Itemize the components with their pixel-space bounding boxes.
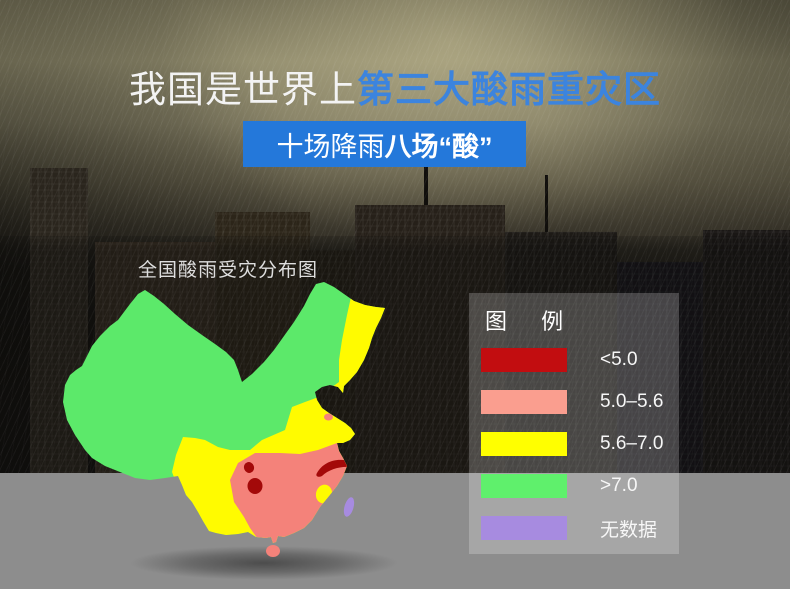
region-salmon-south	[230, 443, 348, 543]
legend-color-swatch	[481, 390, 567, 414]
building-silhouette	[355, 205, 505, 473]
bottom-gray-strip	[0, 473, 790, 589]
taiwan-no-data	[343, 497, 355, 517]
spot-dark-red-coast	[349, 459, 355, 465]
spot-dark-red-delta	[316, 459, 351, 477]
spot-dark-red-basin	[247, 478, 263, 494]
china-acid-rain-map	[63, 282, 385, 557]
building-silhouette	[617, 262, 705, 473]
legend-panel: 图 例 <5.0 5.0–5.6 5.6–7.0 >7.0	[469, 293, 679, 554]
legend-item: 无数据	[481, 516, 663, 541]
legend-rows: <5.0 5.0–5.6 5.6–7.0 >7.0 无数据	[481, 348, 663, 558]
antenna-mast	[545, 175, 548, 233]
title-prefix: 我国是世界上	[129, 69, 357, 110]
map-caption: 全国酸雨受灾分布图	[138, 260, 319, 281]
legend-item: >7.0	[481, 474, 663, 498]
legend-item: <5.0	[481, 348, 663, 372]
legend-item-label: >7.0	[600, 475, 638, 496]
region-salmon-ne-patch	[368, 346, 379, 360]
legend-color-swatch	[481, 432, 567, 456]
hainan-island	[266, 545, 280, 557]
subtitle-normal: 十场降雨	[276, 131, 385, 162]
spot-dark-red-west	[243, 462, 255, 473]
title-highlight: 第三大酸雨重灾区	[357, 69, 661, 110]
region-salmon-bohai-dot	[324, 413, 333, 421]
subtitle-banner: 十场降雨 八场“酸”	[243, 121, 526, 167]
legend-item-label: 无数据	[600, 519, 658, 541]
legend-item-label: <5.0	[600, 349, 638, 370]
subtitle-bold: 八场“酸”	[384, 131, 493, 162]
legend-item-label: 5.0–5.6	[600, 391, 664, 412]
legend-color-swatch	[481, 348, 567, 372]
legend-item-label: 5.6–7.0	[600, 433, 664, 454]
legend-color-swatch	[481, 474, 567, 498]
map-shadow	[130, 546, 398, 580]
legend-title: 图 例	[485, 309, 578, 334]
legend-color-swatch	[481, 516, 567, 540]
legend-item: 5.6–7.0	[481, 432, 663, 456]
antenna-mast	[424, 148, 428, 210]
page-title: 我国是世界上第三大酸雨重灾区	[0, 70, 790, 110]
building-silhouette	[703, 230, 790, 473]
legend-item: 5.0–5.6	[481, 390, 663, 414]
